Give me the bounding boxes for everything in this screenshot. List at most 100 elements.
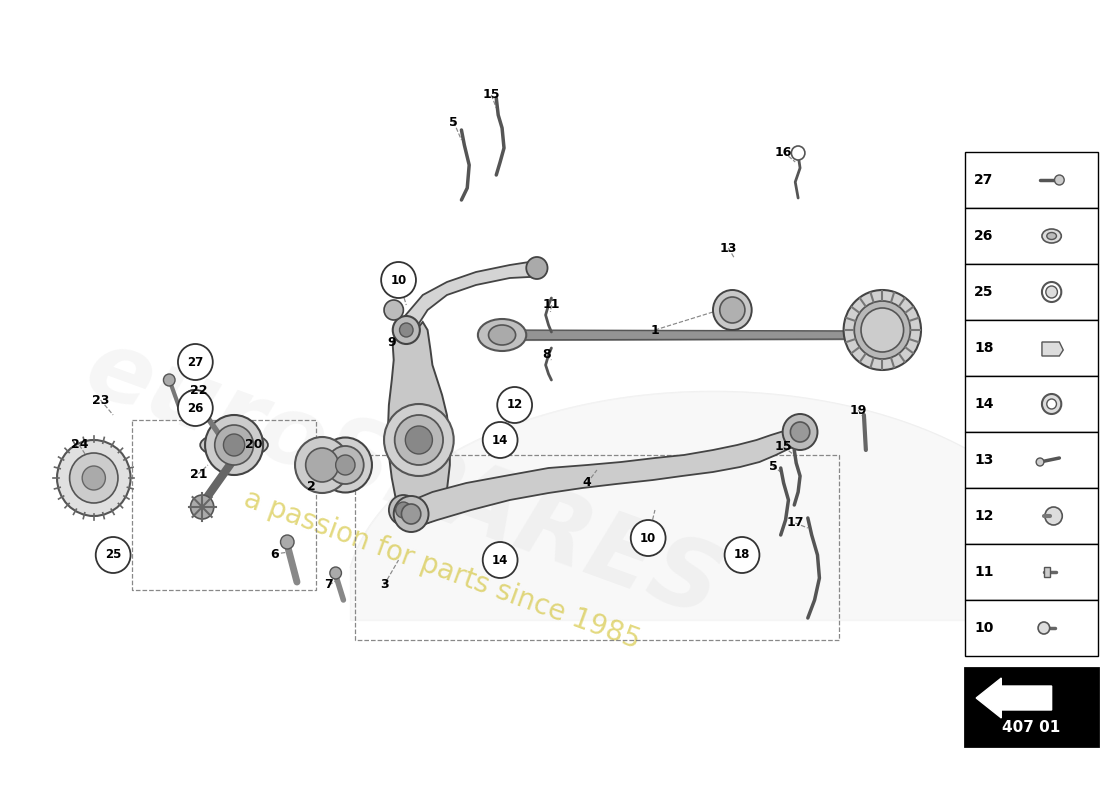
Text: 12: 12 [975, 509, 993, 523]
Circle shape [1045, 507, 1063, 525]
Text: 9: 9 [387, 335, 396, 349]
Polygon shape [1044, 567, 1049, 577]
Text: 13: 13 [975, 453, 993, 467]
Circle shape [164, 374, 175, 386]
Text: 15: 15 [774, 441, 792, 454]
Circle shape [395, 415, 443, 465]
Circle shape [494, 329, 506, 341]
Circle shape [499, 329, 512, 341]
Circle shape [526, 257, 548, 279]
Circle shape [483, 542, 518, 578]
Circle shape [1047, 399, 1056, 409]
Ellipse shape [1047, 233, 1056, 239]
Ellipse shape [844, 290, 921, 370]
Text: 3: 3 [379, 578, 388, 591]
Text: 5: 5 [449, 115, 458, 129]
Circle shape [399, 323, 414, 337]
Ellipse shape [719, 297, 745, 323]
Ellipse shape [200, 432, 268, 458]
Text: 407 01: 407 01 [1002, 721, 1060, 735]
Circle shape [69, 453, 118, 503]
Circle shape [506, 329, 518, 342]
Circle shape [214, 425, 253, 465]
Text: 26: 26 [975, 229, 993, 243]
Ellipse shape [488, 325, 516, 345]
FancyBboxPatch shape [965, 320, 1098, 376]
Circle shape [57, 440, 131, 516]
Circle shape [791, 146, 805, 160]
Text: 25: 25 [975, 285, 993, 299]
Text: 10: 10 [975, 621, 993, 635]
Circle shape [497, 387, 532, 423]
Circle shape [1055, 175, 1064, 185]
Circle shape [178, 344, 212, 380]
Circle shape [725, 537, 759, 573]
Circle shape [483, 330, 494, 340]
Circle shape [477, 330, 487, 340]
Text: 15: 15 [483, 89, 500, 102]
Text: 13: 13 [719, 242, 737, 254]
Circle shape [1042, 282, 1062, 302]
Ellipse shape [713, 290, 751, 330]
Ellipse shape [855, 301, 911, 359]
Circle shape [1042, 394, 1062, 414]
Text: 18: 18 [734, 549, 750, 562]
Circle shape [396, 502, 411, 518]
Circle shape [791, 422, 810, 442]
Circle shape [223, 434, 244, 456]
Circle shape [190, 495, 213, 519]
FancyBboxPatch shape [965, 376, 1098, 432]
Text: 26: 26 [187, 402, 204, 414]
Text: 22: 22 [189, 383, 207, 397]
Circle shape [394, 496, 429, 532]
Ellipse shape [1042, 229, 1062, 243]
Circle shape [381, 262, 416, 298]
FancyBboxPatch shape [965, 264, 1098, 320]
Text: 10: 10 [390, 274, 407, 286]
Text: 20: 20 [244, 438, 262, 451]
Text: 24: 24 [70, 438, 88, 451]
Text: 21: 21 [189, 467, 207, 481]
Circle shape [1046, 286, 1057, 298]
FancyBboxPatch shape [965, 432, 1098, 488]
Circle shape [295, 437, 349, 493]
Text: a passion for parts since 1985: a passion for parts since 1985 [240, 485, 644, 655]
Ellipse shape [477, 319, 526, 351]
Text: 1: 1 [650, 323, 659, 337]
FancyBboxPatch shape [965, 208, 1098, 264]
Ellipse shape [336, 455, 355, 475]
Text: 23: 23 [92, 394, 109, 406]
Text: 14: 14 [492, 554, 508, 566]
Text: 5: 5 [769, 459, 778, 473]
Text: 11: 11 [975, 565, 993, 579]
Circle shape [783, 414, 817, 450]
Circle shape [1038, 622, 1049, 634]
Circle shape [630, 520, 666, 556]
Text: 12: 12 [506, 398, 522, 411]
Text: 4: 4 [583, 477, 592, 490]
Circle shape [1036, 458, 1044, 466]
Polygon shape [402, 428, 802, 528]
FancyBboxPatch shape [965, 600, 1098, 656]
Polygon shape [397, 262, 543, 338]
Text: 18: 18 [975, 341, 993, 355]
FancyBboxPatch shape [965, 544, 1098, 600]
Circle shape [483, 422, 518, 458]
Text: euroSPARES: euroSPARES [74, 322, 734, 638]
Circle shape [306, 448, 339, 482]
FancyBboxPatch shape [965, 488, 1098, 544]
Polygon shape [1042, 342, 1064, 356]
Circle shape [393, 316, 420, 344]
Text: 6: 6 [271, 547, 279, 561]
Circle shape [384, 300, 404, 320]
Circle shape [488, 330, 499, 341]
Circle shape [186, 390, 199, 404]
Text: 7: 7 [324, 578, 333, 591]
Circle shape [280, 535, 294, 549]
Text: 2: 2 [307, 479, 316, 493]
Circle shape [178, 390, 212, 426]
FancyBboxPatch shape [965, 152, 1098, 208]
Circle shape [330, 567, 341, 579]
Text: 27: 27 [187, 355, 204, 369]
Text: 10: 10 [640, 531, 657, 545]
